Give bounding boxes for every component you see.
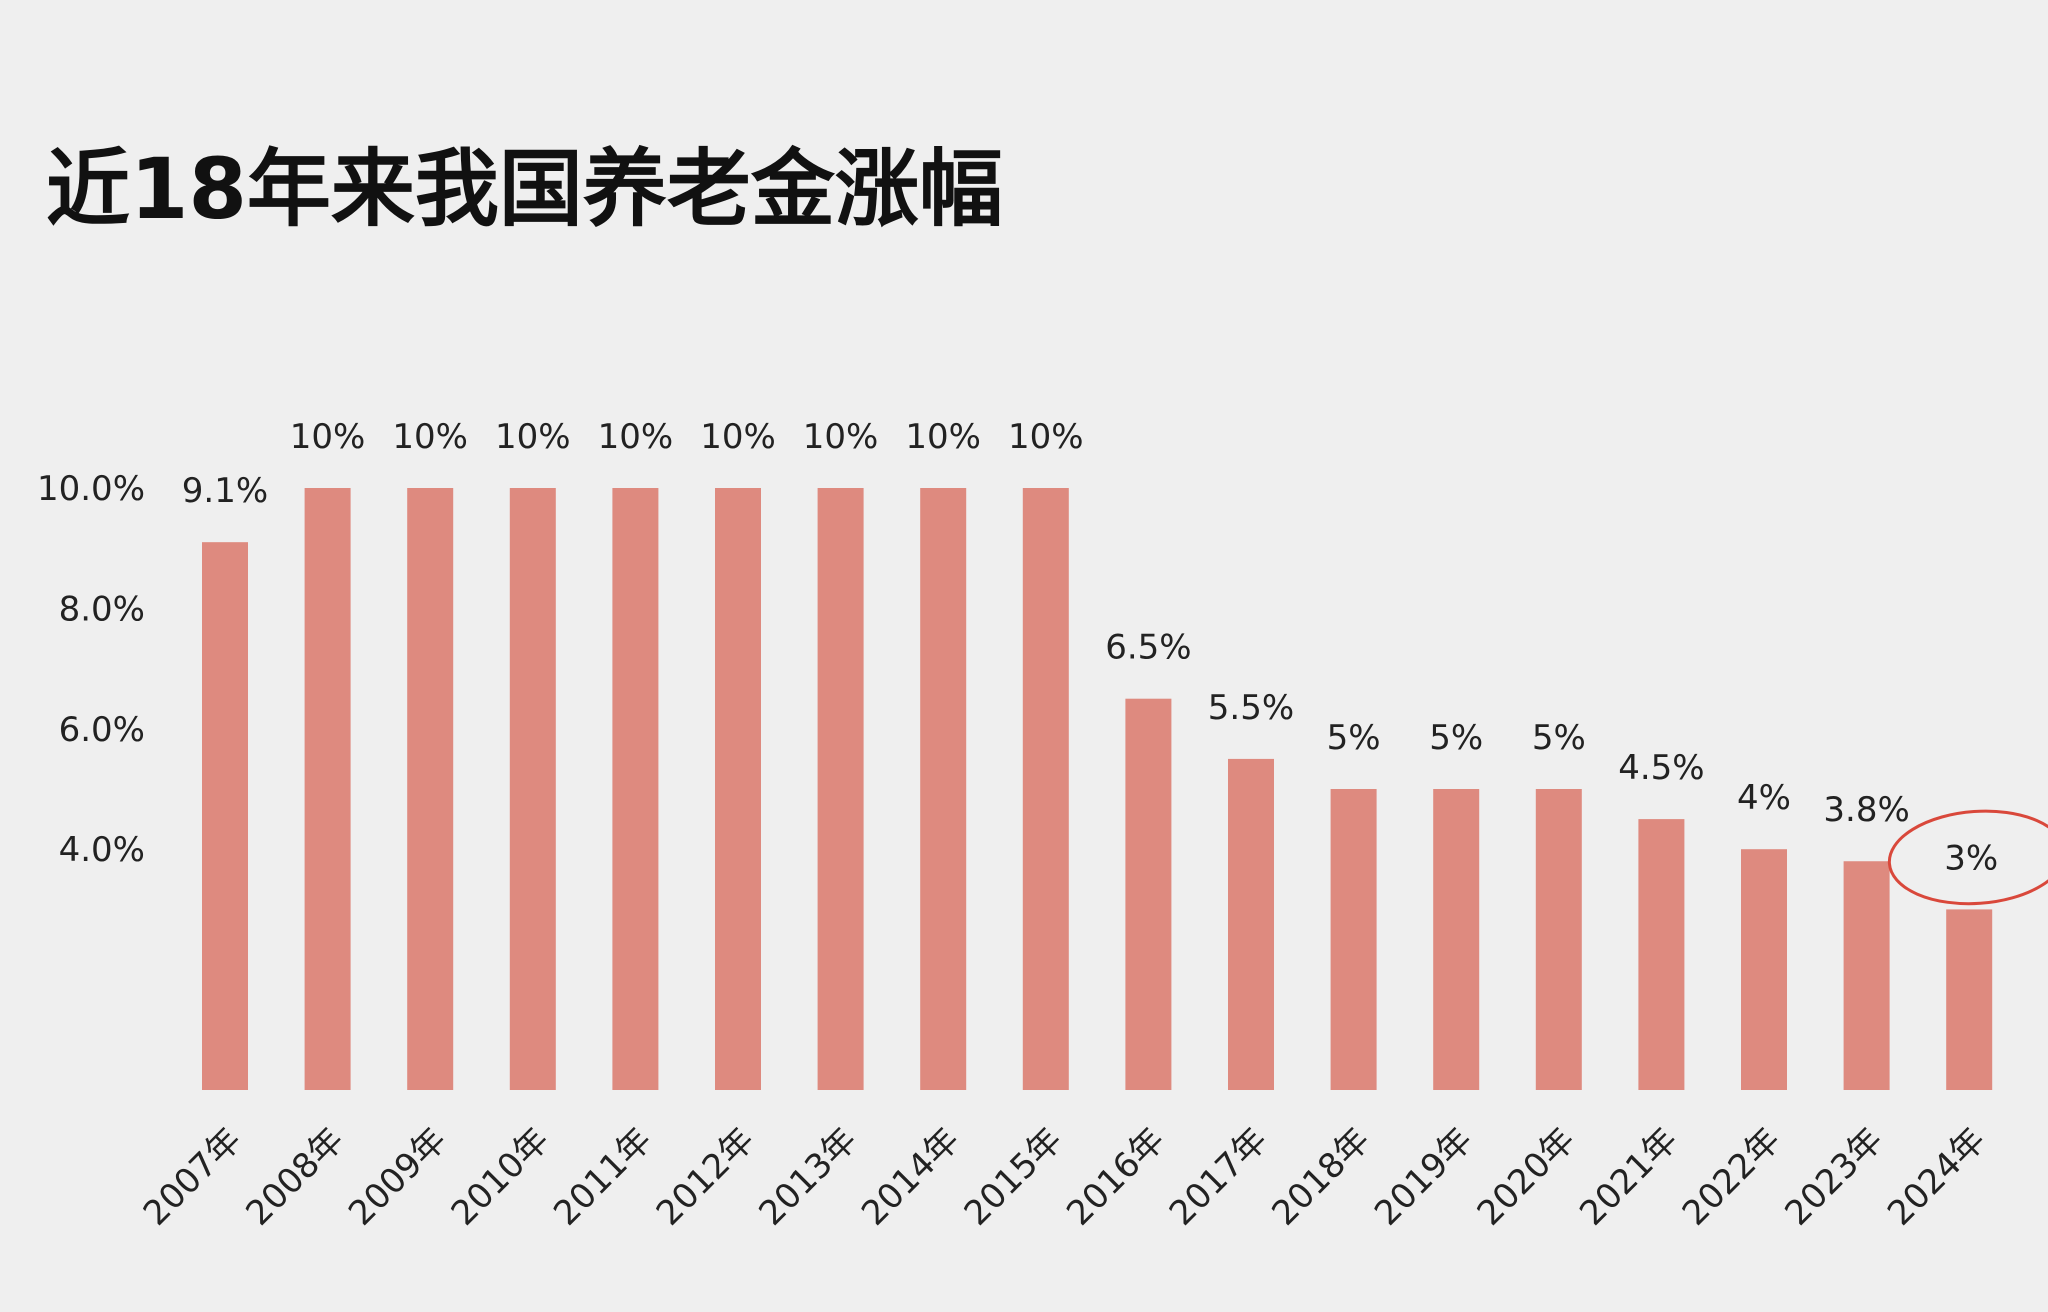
data-label: 5% [1532,718,1586,758]
data-label: 10% [495,417,571,457]
y-tick-label: 10.0% [37,469,145,509]
bar [509,488,556,1090]
bar [715,488,761,1090]
bar [1330,789,1377,1090]
x-tick-label: 2010年 [444,1120,558,1234]
y-tick-label: 6.0% [59,710,145,750]
bar [1125,698,1172,1090]
x-tick-label: 2011年 [546,1120,660,1234]
data-label: 10% [1008,417,1084,457]
x-tick-label: 2012年 [649,1120,763,1234]
y-axis-ticks: 4.0% 6.0% 8.0% 10.0% [37,469,145,870]
x-tick-label: 2013年 [751,1120,865,1234]
bar [407,488,454,1090]
bar [202,542,248,1090]
x-tick-label: 2017年 [1162,1120,1276,1234]
bar [612,488,659,1090]
highlight-annotation [1887,809,2048,906]
x-tick-label: 2023年 [1777,1120,1891,1234]
x-tick-label: 2007年 [136,1120,250,1234]
chart-title: 近18年来我国养老金涨幅 [46,140,1003,238]
x-axis-ticks: 2007年2008年2009年2010年2011年2012年2013年2014年… [136,1120,1994,1234]
x-tick-label: 2015年 [957,1120,1071,1234]
x-tick-label: 2016年 [1059,1120,1173,1234]
y-tick-label: 8.0% [59,589,145,629]
data-label: 10% [803,417,879,457]
highlight-circle [1887,809,2048,906]
bar [304,488,351,1090]
bars-group [202,488,1993,1090]
bar [920,488,967,1090]
x-tick-label: 2024年 [1880,1120,1994,1234]
bar [1843,861,1890,1090]
data-label: 5% [1327,718,1381,758]
data-label: 5.5% [1208,688,1294,728]
bar [817,488,864,1090]
data-label: 9.1% [182,471,268,511]
x-tick-label: 2014年 [854,1120,968,1234]
data-label: 4.5% [1618,748,1704,788]
bar [1022,488,1069,1090]
bar [1638,819,1685,1090]
data-label: 3.8% [1823,790,1909,830]
x-tick-label: 2008年 [238,1120,352,1234]
x-tick-label: 2020年 [1470,1120,1584,1234]
bar [1946,909,1993,1090]
data-label: 4% [1737,778,1791,818]
x-tick-label: 2022年 [1675,1120,1789,1234]
data-label: 10% [598,417,674,457]
data-label: 10% [700,417,776,457]
bar [1433,789,1480,1090]
data-label: 5% [1429,718,1483,758]
x-tick-label: 2019年 [1367,1120,1481,1234]
data-label: 10% [392,417,468,457]
data-label: 6.5% [1105,628,1191,668]
bar [1741,849,1787,1090]
data-label: 3% [1944,838,1998,878]
x-tick-label: 2018年 [1264,1120,1378,1234]
bar [1535,789,1582,1090]
data-label: 10% [290,417,366,457]
y-tick-label: 4.0% [59,830,145,870]
bar [1228,758,1274,1090]
data-label: 10% [905,417,981,457]
x-tick-label: 2009年 [341,1120,455,1234]
x-tick-label: 2021年 [1572,1120,1686,1234]
data-labels-group: 9.1% 10% 10% 10% 10% 10% 10% 10% 10% 6.5% 5.5% 5% 5%… [182,417,1998,878]
